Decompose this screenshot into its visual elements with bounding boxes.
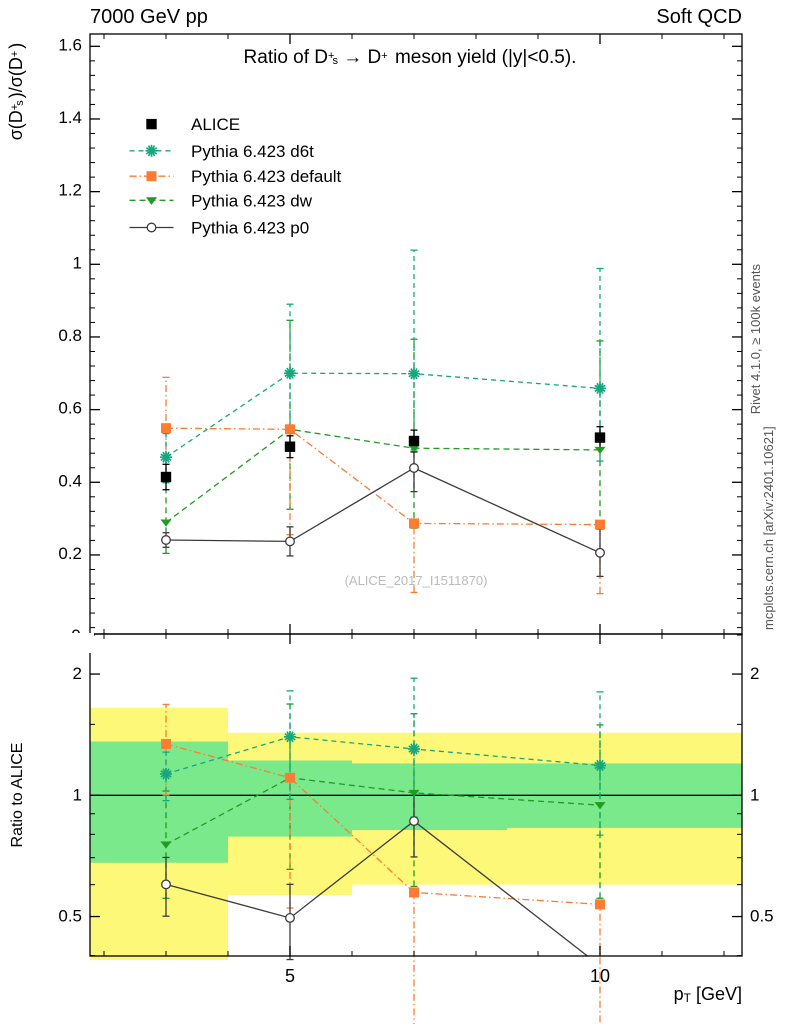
svg-text:1: 1 — [750, 785, 759, 804]
svg-text:1: 1 — [73, 253, 82, 272]
svg-text:10: 10 — [590, 966, 610, 986]
svg-text:σ(D+s)/σ(D+): σ(D+s)/σ(D+) — [6, 43, 26, 141]
svg-text:Pythia 6.423 d6t: Pythia 6.423 d6t — [191, 142, 314, 161]
svg-text:1.6: 1.6 — [58, 35, 82, 54]
svg-text:Ratio to ALICE: Ratio to ALICE — [9, 743, 26, 848]
svg-text:2: 2 — [750, 664, 759, 683]
svg-text:1.4: 1.4 — [58, 108, 82, 127]
svg-text:0.4: 0.4 — [58, 471, 82, 490]
svg-text:Pythia 6.423 dw: Pythia 6.423 dw — [191, 191, 313, 210]
svg-text:Ratio of D+s → D+ meson yield: Ratio of D+s → D+ meson yield (|y|<0.5). — [244, 47, 577, 68]
svg-text:0.8: 0.8 — [58, 326, 82, 345]
svg-text:0.5: 0.5 — [750, 907, 774, 926]
svg-text:0.5: 0.5 — [58, 907, 82, 926]
svg-text:Pythia 6.423 p0: Pythia 6.423 p0 — [191, 219, 309, 238]
svg-text:1: 1 — [73, 785, 82, 804]
svg-text:0.6: 0.6 — [58, 399, 82, 418]
svg-text:ALICE: ALICE — [191, 115, 240, 134]
svg-text:1.2: 1.2 — [58, 181, 82, 200]
svg-text:2: 2 — [73, 664, 82, 683]
svg-text:0.2: 0.2 — [58, 544, 82, 563]
svg-text:pT [GeV]: pT [GeV] — [674, 984, 742, 1005]
svg-text:Soft QCD: Soft QCD — [656, 6, 742, 28]
svg-text:mcplots.cern.ch [arXiv:2401.10: mcplots.cern.ch [arXiv:2401.10621] — [761, 426, 776, 630]
svg-text:5: 5 — [285, 966, 295, 986]
svg-text:Rivet 4.1.0, ≥ 100k events: Rivet 4.1.0, ≥ 100k events — [748, 264, 763, 415]
svg-text:(ALICE_2017_I1511870): (ALICE_2017_I1511870) — [345, 573, 488, 588]
svg-text:7000 GeV pp: 7000 GeV pp — [90, 6, 208, 28]
svg-text:Pythia 6.423 default: Pythia 6.423 default — [191, 167, 342, 186]
